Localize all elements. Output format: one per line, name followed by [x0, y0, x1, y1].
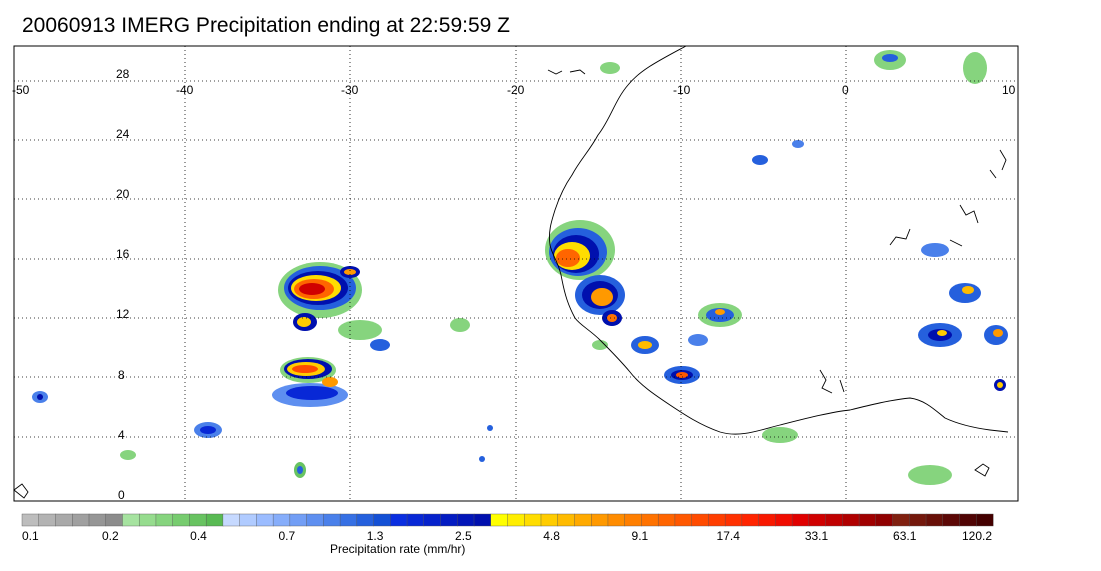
colorbar-swatch: [825, 513, 843, 527]
colorbar-swatch: [306, 513, 324, 527]
colorbar-swatch: [205, 513, 224, 527]
colorbar-swatch: [875, 513, 894, 527]
colorbar-tick-label: 63.1: [893, 529, 917, 543]
lat-label: 28: [116, 67, 130, 81]
colorbar-tick-label: 0.1: [22, 529, 39, 543]
colorbar-swatch: [457, 513, 475, 527]
colorbar-swatch: [791, 513, 810, 527]
colorbar-swatch: [976, 513, 994, 527]
lon-label: 0: [842, 83, 849, 97]
lat-label: 16: [116, 247, 130, 261]
colorbar-swatch: [507, 513, 525, 527]
lat-label: 8: [118, 368, 125, 382]
colorbar-tick-label: 2.5: [455, 529, 472, 543]
colorbar-swatch: [942, 513, 961, 527]
colorbar-swatch: [892, 513, 910, 527]
colorbar-swatch: [189, 513, 207, 527]
colorbar-tick-label: 1.3: [367, 529, 384, 543]
colorbar-swatch: [339, 513, 358, 527]
colorbar-swatch: [842, 513, 860, 527]
map-title: 20060913 IMERG Precipitation ending at 2…: [22, 14, 510, 37]
colorbar-swatch: [21, 513, 40, 527]
colorbar-tick-label: 4.8: [543, 529, 560, 543]
colorbar-swatch: [641, 513, 659, 527]
colorbar-swatch: [390, 513, 408, 527]
colorbar-tick-label: 120.2: [962, 529, 992, 543]
colorbar-swatch: [624, 513, 642, 527]
colorbar-swatch: [691, 513, 709, 527]
colorbar-swatch: [674, 513, 693, 527]
colorbar-swatch: [122, 513, 140, 527]
colorbar-swatch: [272, 513, 291, 527]
colorbar-swatch: [607, 513, 626, 527]
colorbar-swatch: [473, 513, 492, 527]
colorbar-swatch: [72, 513, 90, 527]
colorbar-swatch: [88, 513, 107, 527]
lat-label: 24: [116, 127, 130, 141]
colorbar-swatch: [858, 513, 877, 527]
colorbar-swatch: [758, 513, 776, 527]
colorbar-tick-labels: 0.1 0.2 0.4 0.7 1.3 2.5 4.8 9.1 17.4 33.1 63.1 120.…: [22, 529, 992, 543]
colorbar-swatch: [356, 513, 375, 527]
colorbar-swatch: [591, 513, 609, 527]
colorbar-swatch: [222, 513, 241, 527]
colorbar-swatch: [323, 513, 341, 527]
lon-label: -20: [507, 83, 525, 97]
colorbar-swatch: [406, 513, 425, 527]
colorbar-swatch: [808, 513, 827, 527]
colorbar: [21, 513, 994, 527]
colorbar-swatch: [289, 513, 308, 527]
colorbar-tick-label: 17.4: [717, 529, 741, 543]
colorbar-swatch: [490, 513, 509, 527]
lon-label: -10: [673, 83, 691, 97]
lat-label: 12: [116, 307, 130, 321]
colorbar-tick-label: 0.4: [190, 529, 207, 543]
colorbar-tick-label: 0.2: [102, 529, 119, 543]
map-frame: [13, 45, 1019, 502]
colorbar-swatch: [540, 513, 559, 527]
colorbar-swatch: [239, 513, 257, 527]
colorbar-swatch: [373, 513, 391, 527]
longitude-labels: -50 -40 -30 -20 -10 0 10: [12, 83, 1016, 97]
colorbar-swatch: [959, 513, 977, 527]
colorbar-swatch: [925, 513, 944, 527]
colorbar-swatch: [524, 513, 542, 527]
colorbar-swatch: [155, 513, 174, 527]
lon-label: -50: [12, 83, 30, 97]
lat-label: 4: [118, 428, 125, 442]
lat-label: 20: [116, 187, 130, 201]
colorbar-swatch: [105, 513, 123, 527]
lon-label: 10: [1002, 83, 1016, 97]
latitude-labels: 28 24 20 16 12 8 4 0: [116, 67, 130, 502]
colorbar-swatch: [557, 513, 575, 527]
lon-label: -30: [341, 83, 359, 97]
colorbar-swatch: [724, 513, 743, 527]
colorbar-swatch: [256, 513, 274, 527]
colorbar-swatch: [574, 513, 592, 527]
colorbar-swatch: [38, 513, 56, 527]
graticule: [14, 46, 1018, 500]
colorbar-swatch: [775, 513, 793, 527]
lon-label: -40: [176, 83, 194, 97]
colorbar-swatch: [909, 513, 927, 527]
colorbar-swatch: [172, 513, 190, 527]
colorbar-tick-label: 33.1: [805, 529, 829, 543]
colorbar-tick-label: 0.7: [278, 529, 295, 543]
colorbar-swatch: [708, 513, 726, 527]
lat-label: 0: [118, 488, 125, 502]
colorbar-title: Precipitation rate (mm/hr): [330, 542, 466, 556]
colorbar-swatch: [440, 513, 458, 527]
colorbar-swatch: [423, 513, 442, 527]
colorbar-swatch: [55, 513, 73, 527]
colorbar-tick-label: 9.1: [632, 529, 649, 543]
colorbar-swatch: [657, 513, 676, 527]
coastline: [13, 45, 1009, 499]
colorbar-swatch: [741, 513, 760, 527]
colorbar-swatch: [138, 513, 157, 527]
precipitation-field: [32, 50, 1008, 485]
